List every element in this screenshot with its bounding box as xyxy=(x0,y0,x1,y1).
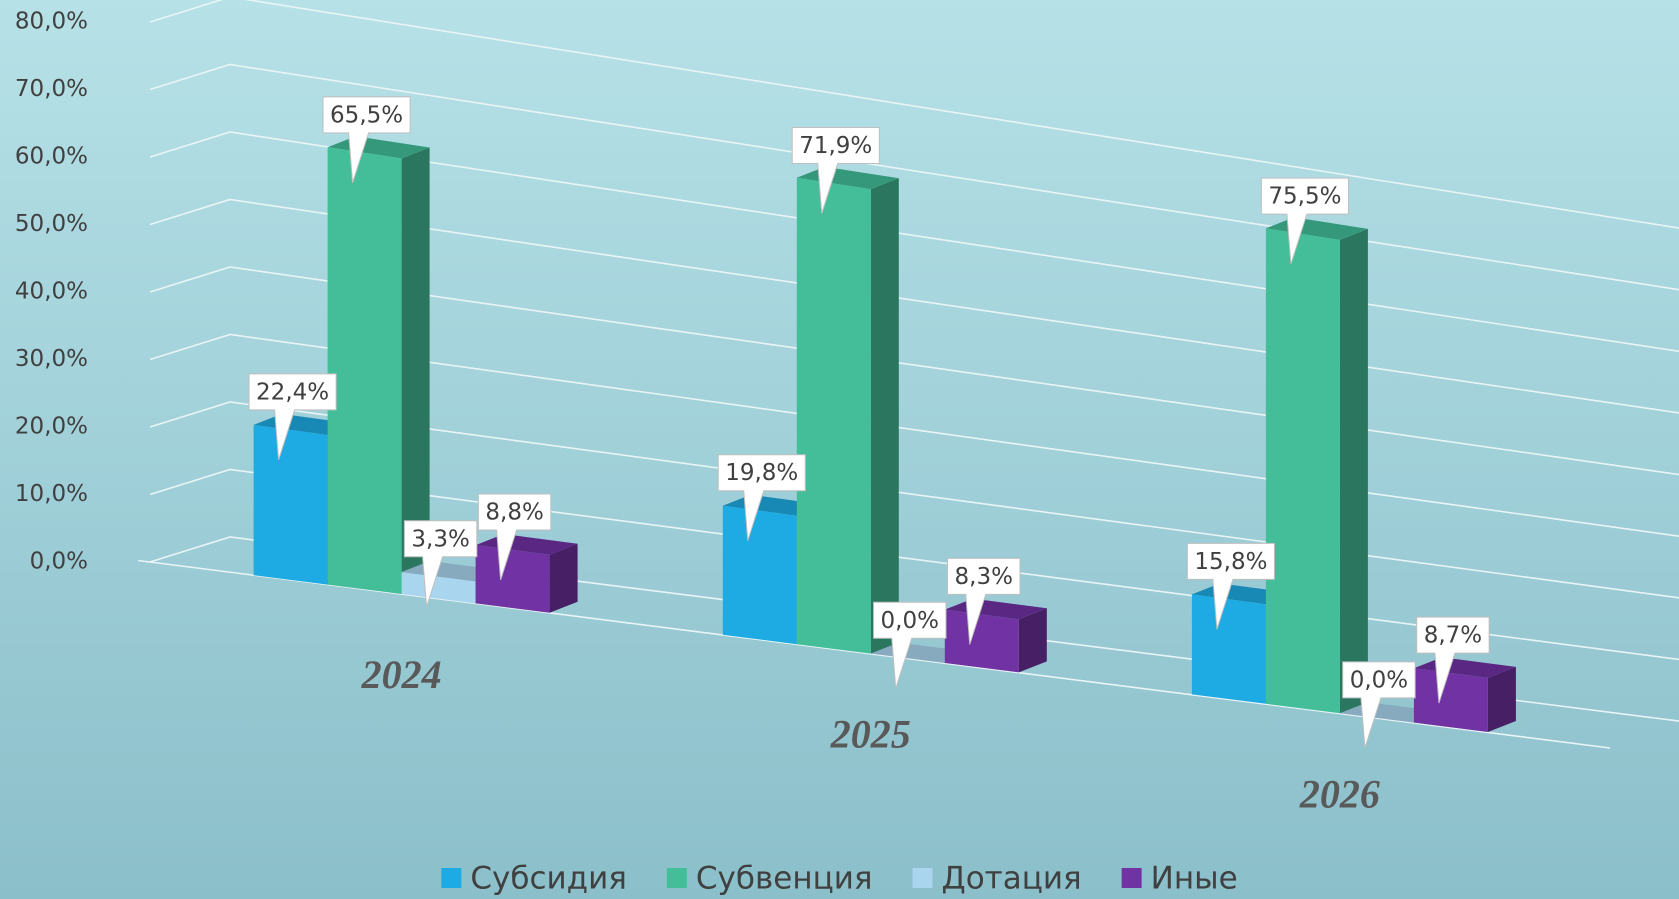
bar-front xyxy=(475,545,550,613)
bar-side xyxy=(1339,228,1368,714)
legend-swatch xyxy=(1121,868,1142,888)
y-tick-label: 30,0% xyxy=(15,346,88,372)
grid-line xyxy=(149,63,1679,291)
bar xyxy=(475,534,578,613)
data-label: 22,4% xyxy=(248,373,337,461)
legend-label: Дотация xyxy=(942,861,1082,897)
data-label: 3,3% xyxy=(403,520,478,607)
legend-label: Субсидия xyxy=(470,861,627,897)
data-label-text: 0,0% xyxy=(1350,667,1408,693)
bar-front xyxy=(401,572,476,604)
data-label: 75,5% xyxy=(1260,177,1349,265)
data-label-text: 15,8% xyxy=(1194,549,1267,575)
y-tick-label: 60,0% xyxy=(15,144,88,170)
data-label-box xyxy=(1186,542,1275,630)
data-label-box xyxy=(1342,661,1416,749)
grid-line xyxy=(149,266,1679,476)
data-label: 19,8% xyxy=(717,454,806,541)
bar xyxy=(1265,217,1368,714)
bar-side xyxy=(401,147,430,594)
bar xyxy=(1413,657,1516,732)
grid-line xyxy=(149,198,1679,414)
data-label-box xyxy=(403,520,478,607)
bar-side xyxy=(870,178,899,654)
data-label-box xyxy=(322,96,411,183)
data-label-text: 0,0% xyxy=(881,608,939,634)
y-tick-label: 10,0% xyxy=(15,481,88,507)
category-label: 2025 xyxy=(830,712,911,757)
legend-label: Иные xyxy=(1151,861,1238,897)
data-label: 65,5% xyxy=(322,96,411,183)
data-label-text: 8,7% xyxy=(1424,623,1482,649)
legend-swatch xyxy=(666,868,687,888)
y-tick-label: 50,0% xyxy=(15,211,88,237)
data-label: 71,9% xyxy=(791,126,880,214)
grid-line xyxy=(149,401,1679,599)
legend: Субсидия Субвенция Дотация Иные xyxy=(441,861,1238,897)
data-label-text: 71,9% xyxy=(799,133,872,159)
bar-front xyxy=(1265,228,1340,714)
grid-line xyxy=(149,0,1679,229)
data-label: 0,0% xyxy=(1342,661,1416,749)
data-label-box xyxy=(717,454,806,541)
legend-swatch xyxy=(441,868,462,888)
category-label: 2026 xyxy=(1299,771,1380,816)
bar-front xyxy=(1413,668,1488,732)
data-label-text: 65,5% xyxy=(330,102,403,128)
legend-swatch xyxy=(912,868,933,888)
data-label: 8,3% xyxy=(947,557,1021,645)
bar-front xyxy=(253,424,328,585)
data-label-box xyxy=(477,493,552,581)
bar-front xyxy=(327,147,402,594)
data-label-box xyxy=(947,557,1021,645)
bar-side xyxy=(1487,666,1516,732)
data-label-box xyxy=(791,126,880,214)
bar xyxy=(944,598,1047,673)
data-label: 0,0% xyxy=(873,601,947,689)
y-tick-label: 0,0% xyxy=(30,549,88,575)
data-label-text: 3,3% xyxy=(411,526,469,552)
bar-front xyxy=(796,177,871,654)
bar-front xyxy=(944,609,1019,673)
y-tick-label: 80,0% xyxy=(15,9,88,35)
data-label-text: 19,8% xyxy=(725,460,798,486)
data-label-text: 8,8% xyxy=(485,499,543,525)
data-label: 15,8% xyxy=(1186,542,1275,630)
bar-front xyxy=(1191,594,1266,704)
y-tick-label: 40,0% xyxy=(15,279,88,305)
bar xyxy=(327,136,430,594)
data-label-box xyxy=(1416,616,1490,704)
data-label-text: 22,4% xyxy=(256,379,329,405)
data-label: 8,7% xyxy=(1416,616,1490,704)
bar-side xyxy=(1018,608,1047,673)
y-tick-label: 20,0% xyxy=(15,414,88,440)
data-label-box xyxy=(248,373,337,461)
grid-line xyxy=(149,333,1679,537)
data-label-box xyxy=(873,601,947,689)
data-label-text: 75,5% xyxy=(1268,184,1341,210)
grid-line xyxy=(149,131,1679,353)
y-tick-label: 70,0% xyxy=(15,76,88,102)
legend-label: Субвенция xyxy=(696,861,873,897)
bar xyxy=(796,166,899,654)
data-label-box xyxy=(1260,177,1349,265)
data-label-text: 8,3% xyxy=(955,564,1013,590)
data-label: 8,8% xyxy=(477,493,552,581)
bar-front xyxy=(722,505,797,645)
category-label: 2024 xyxy=(361,652,442,697)
bar-side xyxy=(549,543,578,613)
